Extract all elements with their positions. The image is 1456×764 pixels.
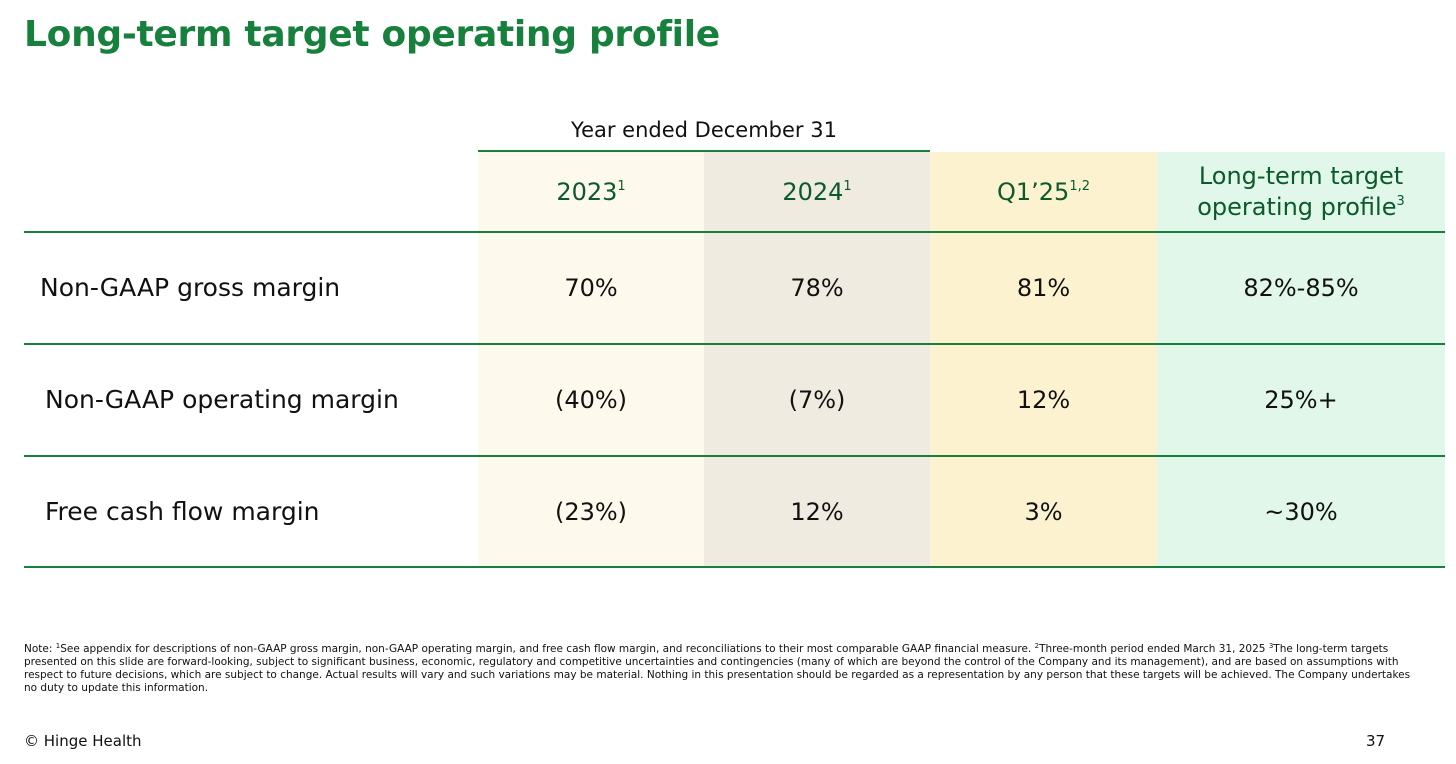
footnote-text-1: See appendix for descriptions of non-GAA… — [60, 643, 1035, 655]
row-label-free-cash-flow-margin: Free cash flow margin — [45, 497, 320, 526]
column-background-long-term-target — [1157, 152, 1445, 567]
footnote-marker: 1 — [617, 179, 626, 194]
page-number: 37 — [1366, 732, 1386, 750]
column-group-label: Year ended December 31 — [571, 118, 837, 142]
column-header-q1-25: Q1’251,2 — [930, 152, 1157, 232]
footnote-text-3: The long-term targets presented on this … — [24, 643, 1411, 694]
table-cell: 82%-85% — [1243, 274, 1359, 302]
column-header-label: 2024 — [782, 178, 844, 206]
footnote-marker: 1 — [843, 179, 852, 194]
table-cell: 78% — [790, 274, 844, 302]
row-label-gross-margin: Non-GAAP gross margin — [40, 273, 341, 302]
footnote-marker: 3 — [1396, 194, 1405, 209]
table-cell: 3% — [1024, 498, 1063, 526]
footnote-marker: 2 — [1034, 642, 1040, 650]
table-cell: ~30% — [1264, 498, 1338, 526]
footnote-marker: 1 — [55, 642, 61, 650]
column-header-2024: 20241 — [704, 152, 930, 232]
column-header-2023: 20231 — [478, 152, 704, 232]
table-cell: 70% — [564, 274, 618, 302]
footnote-marker: 3 — [1268, 642, 1274, 650]
row-label-operating-margin: Non-GAAP operating margin — [45, 385, 399, 414]
footnote: Note: 1See appendix for descriptions of … — [24, 643, 1424, 695]
column-background-q1-25 — [930, 152, 1157, 567]
column-background-2024 — [704, 152, 930, 567]
table-cell: 12% — [1016, 386, 1071, 414]
table-cell: 81% — [1016, 274, 1071, 302]
column-header-label-line1: Long-term target — [1198, 162, 1404, 190]
column-background-2023 — [478, 152, 704, 567]
table-cell: 12% — [790, 498, 844, 526]
column-group-rule — [478, 150, 930, 152]
table-rule-bottom — [24, 566, 1445, 568]
footnote-text-2: Three-month period ended March 31, 2025 — [1039, 643, 1269, 655]
column-header-long-term-target: Long-term target operating profile3 — [1157, 152, 1445, 232]
table-cell: (7%) — [788, 386, 846, 414]
copyright: © Hinge Health — [24, 732, 142, 750]
table-rule-row-1 — [24, 343, 1445, 345]
column-header-label: Q1’25 — [996, 178, 1070, 206]
table-cell: (40%) — [554, 386, 628, 414]
table-cell: 25%+ — [1264, 386, 1338, 414]
table-rule-row-2 — [24, 455, 1445, 457]
table-rule-header — [24, 231, 1445, 233]
page-title: Long-term target operating profile — [24, 14, 720, 55]
column-header-label-line2: operating profile — [1197, 193, 1397, 221]
footnote-marker: 1,2 — [1069, 179, 1090, 194]
column-header-label: 2023 — [556, 178, 618, 206]
table-cell: (23%) — [554, 498, 628, 526]
footnote-prefix: Note: — [24, 643, 56, 655]
